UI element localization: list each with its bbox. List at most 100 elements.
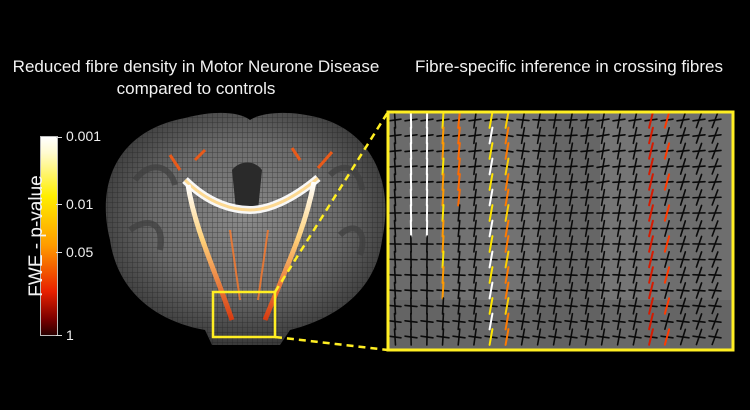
colorbar-tick-mark [56, 204, 62, 205]
fibre-glyph [504, 219, 510, 238]
fibre-glyph [600, 266, 606, 284]
fibre-glyph [457, 281, 461, 300]
fibre-glyph [504, 112, 510, 129]
fibre-glyph [632, 188, 638, 207]
left-panel-title: Reduced fibre density in Motor Neurone D… [12, 57, 380, 98]
fibre-glyph [632, 112, 638, 129]
fibre-glyph [664, 219, 670, 238]
fibre-glyph [679, 235, 687, 253]
fibre-glyph [504, 281, 510, 300]
fibre-glyph [695, 173, 703, 191]
fibre-glyph [632, 250, 638, 269]
fibre-glyph [664, 312, 670, 331]
fibre-glyph [552, 157, 558, 176]
fibre-glyph [648, 266, 654, 284]
zoomed-fibre-panel [386, 110, 735, 352]
fibre-glyph [648, 281, 654, 300]
fibre-glyph [552, 112, 558, 129]
fibre-glyph [616, 250, 622, 269]
colorbar-tick-mark [56, 252, 62, 253]
fibre-glyph [600, 173, 606, 191]
fibre-glyph [520, 112, 526, 129]
fibre-glyph [664, 281, 670, 300]
fibre-glyph [663, 266, 671, 284]
fibre-glyph [584, 157, 590, 176]
fibre-glyph [393, 126, 397, 145]
fibre-glyph [695, 235, 703, 253]
fibre-glyph [584, 328, 590, 346]
fibre-glyph [473, 112, 477, 129]
fibre-glyph [648, 250, 654, 269]
fibre-glyph [488, 312, 494, 331]
fibre-glyph [473, 219, 477, 238]
fibre-glyph [488, 157, 494, 176]
fibre-glyph [441, 204, 445, 222]
fibre-glyph [568, 281, 574, 300]
fibre-glyph [536, 188, 542, 207]
fibre-glyph [473, 204, 477, 222]
fibre-glyph [552, 219, 558, 238]
fibre-glyph [393, 281, 397, 300]
fibre-glyph [600, 126, 606, 145]
fibre-glyph [520, 126, 526, 145]
fibre-glyph [663, 328, 671, 346]
fibre-glyph [568, 112, 574, 129]
fibre-glyph [664, 250, 670, 269]
fibre-glyph [457, 126, 461, 145]
fibre-glyph [441, 157, 445, 176]
fibre-glyph [695, 328, 703, 346]
fibre-glyph [663, 235, 671, 253]
fibre-glyph [632, 312, 638, 331]
fibre-glyph [632, 157, 638, 176]
fibre-glyph [393, 219, 397, 238]
fibre-glyph [632, 204, 638, 222]
fibre-glyph [711, 142, 719, 160]
fibre-glyph [632, 126, 638, 145]
fibre-glyph [616, 281, 622, 300]
fibre-glyph [504, 250, 510, 269]
fibre-glyph [488, 250, 494, 269]
fibre-glyph [648, 297, 654, 315]
fibre-glyph [568, 312, 574, 331]
fibre-glyph [616, 204, 622, 222]
fibre-glyph [664, 126, 670, 145]
fibre-glyph [616, 297, 622, 315]
fibre-glyph [663, 142, 671, 160]
fibre-glyph [679, 173, 687, 191]
fibre-glyph [536, 126, 542, 145]
fibre-glyph [393, 297, 397, 315]
fibre-glyph [616, 126, 622, 145]
fibre-glyph [679, 297, 687, 315]
fibre-glyph [504, 126, 510, 145]
fibre-glyph [536, 219, 542, 238]
fibre-glyph [473, 250, 477, 269]
fibre-glyph [393, 250, 397, 269]
fibre-glyph [679, 328, 687, 346]
fibre-glyph [504, 312, 510, 331]
fibre-glyph [473, 312, 477, 331]
fibre-glyph [679, 313, 687, 330]
fibre-glyph [536, 312, 542, 331]
fibre-glyph [441, 281, 445, 300]
fibre-glyph [600, 297, 606, 315]
fibre-glyph [616, 188, 622, 207]
fibre-glyph [393, 328, 397, 346]
fibre-glyph [632, 266, 638, 284]
fibre-glyph [695, 112, 703, 129]
fibre-glyph [457, 219, 461, 238]
fibre-glyph [679, 251, 687, 268]
fibre-glyph [679, 220, 687, 237]
fibre-glyph [552, 126, 558, 145]
fibre-glyph [488, 204, 494, 222]
fibre-glyph [504, 204, 510, 222]
fibre-glyph [648, 173, 654, 191]
fibre-glyph [616, 142, 622, 160]
fibre-glyph [473, 188, 477, 207]
fibre-glyph [584, 188, 590, 207]
fibre-glyph [600, 250, 606, 269]
fibre-glyph [632, 235, 638, 253]
fibre-glyph [616, 312, 622, 331]
brain-slice-image [105, 112, 386, 346]
fibre-glyph [441, 142, 445, 160]
